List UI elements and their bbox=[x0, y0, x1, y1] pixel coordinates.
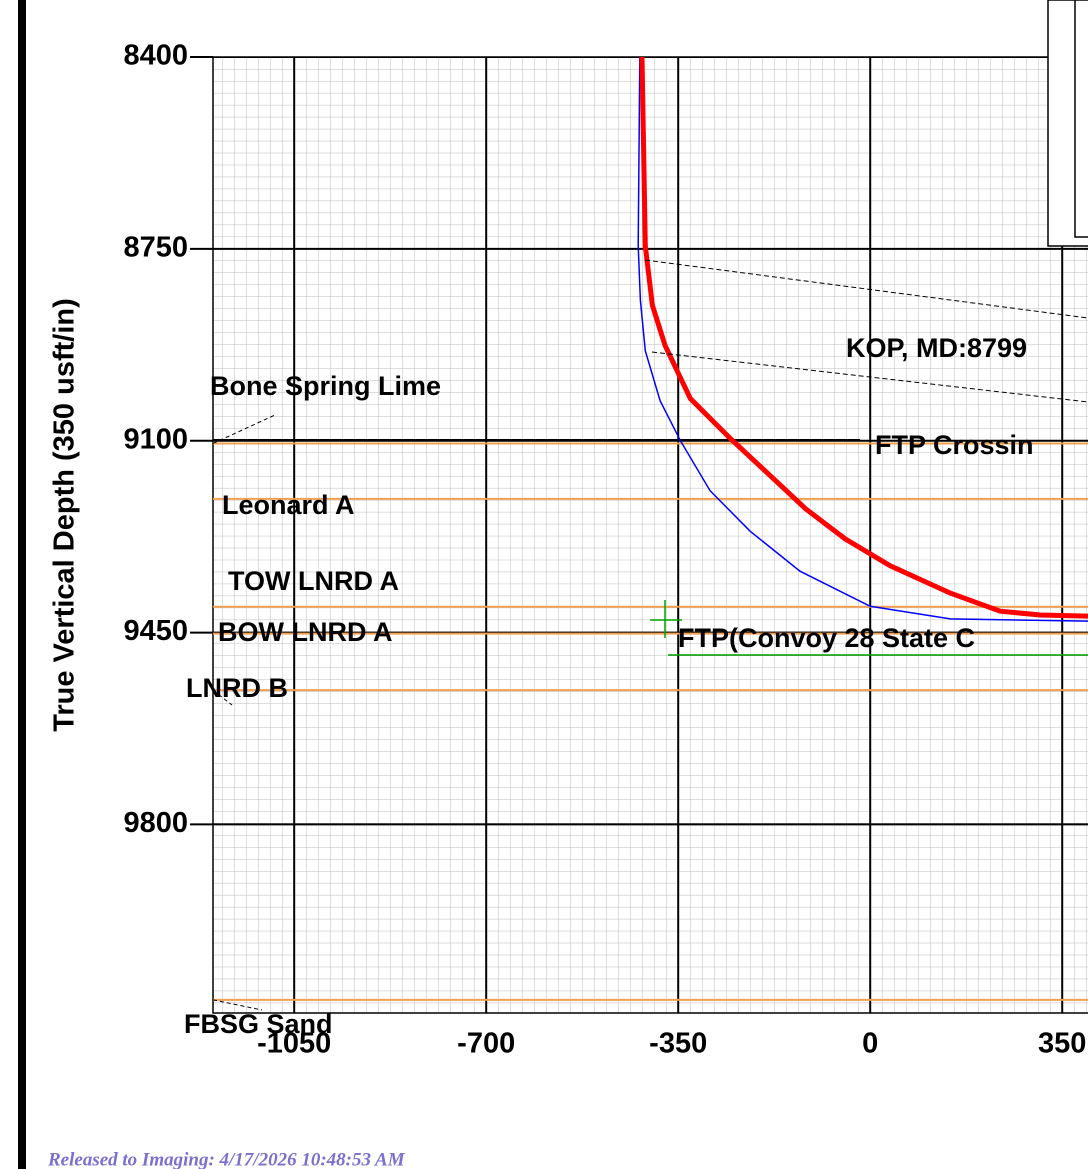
minor-grid bbox=[213, 57, 1088, 1013]
leader-line bbox=[651, 351, 1088, 403]
x-tick-label: -700 bbox=[457, 1028, 515, 1060]
well-path bbox=[637, 57, 1088, 622]
leader-line bbox=[212, 999, 263, 1011]
formation-label: FBSG Sand bbox=[184, 1009, 333, 1039]
annotation: FTP(Convoy 28 State C bbox=[678, 623, 975, 653]
x-tick-label: -1050 bbox=[257, 1028, 331, 1060]
x-tick-label: 350 bbox=[1038, 1028, 1086, 1060]
info-box bbox=[1047, 0, 1088, 247]
formation-label: TOW LNRD A bbox=[228, 566, 399, 596]
info-box-inner bbox=[1074, 0, 1088, 238]
formation-label: BOW LNRD A bbox=[218, 617, 392, 647]
formation-label: LNRD B bbox=[186, 673, 288, 703]
x-tick-label: 0 bbox=[862, 1028, 878, 1060]
leader-line bbox=[212, 414, 276, 444]
y-axis-title: True Vertical Depth (350 usft/in) bbox=[49, 298, 81, 732]
annotation: FTP Crossin bbox=[875, 430, 1034, 460]
y-tick-label: 9100 bbox=[123, 423, 188, 455]
annotation: KOP, MD:8799 bbox=[846, 333, 1027, 363]
y-tick-label: 9800 bbox=[123, 807, 188, 839]
formation-label: Bone Spring Lime bbox=[210, 371, 441, 401]
target-marker bbox=[650, 600, 1088, 656]
y-tick-label: 8750 bbox=[123, 232, 188, 264]
y-tick-label: 8400 bbox=[123, 40, 188, 72]
left-border bbox=[18, 0, 26, 1169]
leader-line bbox=[644, 259, 1088, 319]
y-tick-label: 9450 bbox=[123, 615, 188, 647]
well-path bbox=[639, 57, 1088, 619]
formation-label: Leonard A bbox=[222, 490, 355, 520]
x-tick-label: -350 bbox=[649, 1028, 707, 1060]
footer: Released to Imaging: 4/17/2026 10:48:53 … bbox=[47, 1149, 406, 1169]
